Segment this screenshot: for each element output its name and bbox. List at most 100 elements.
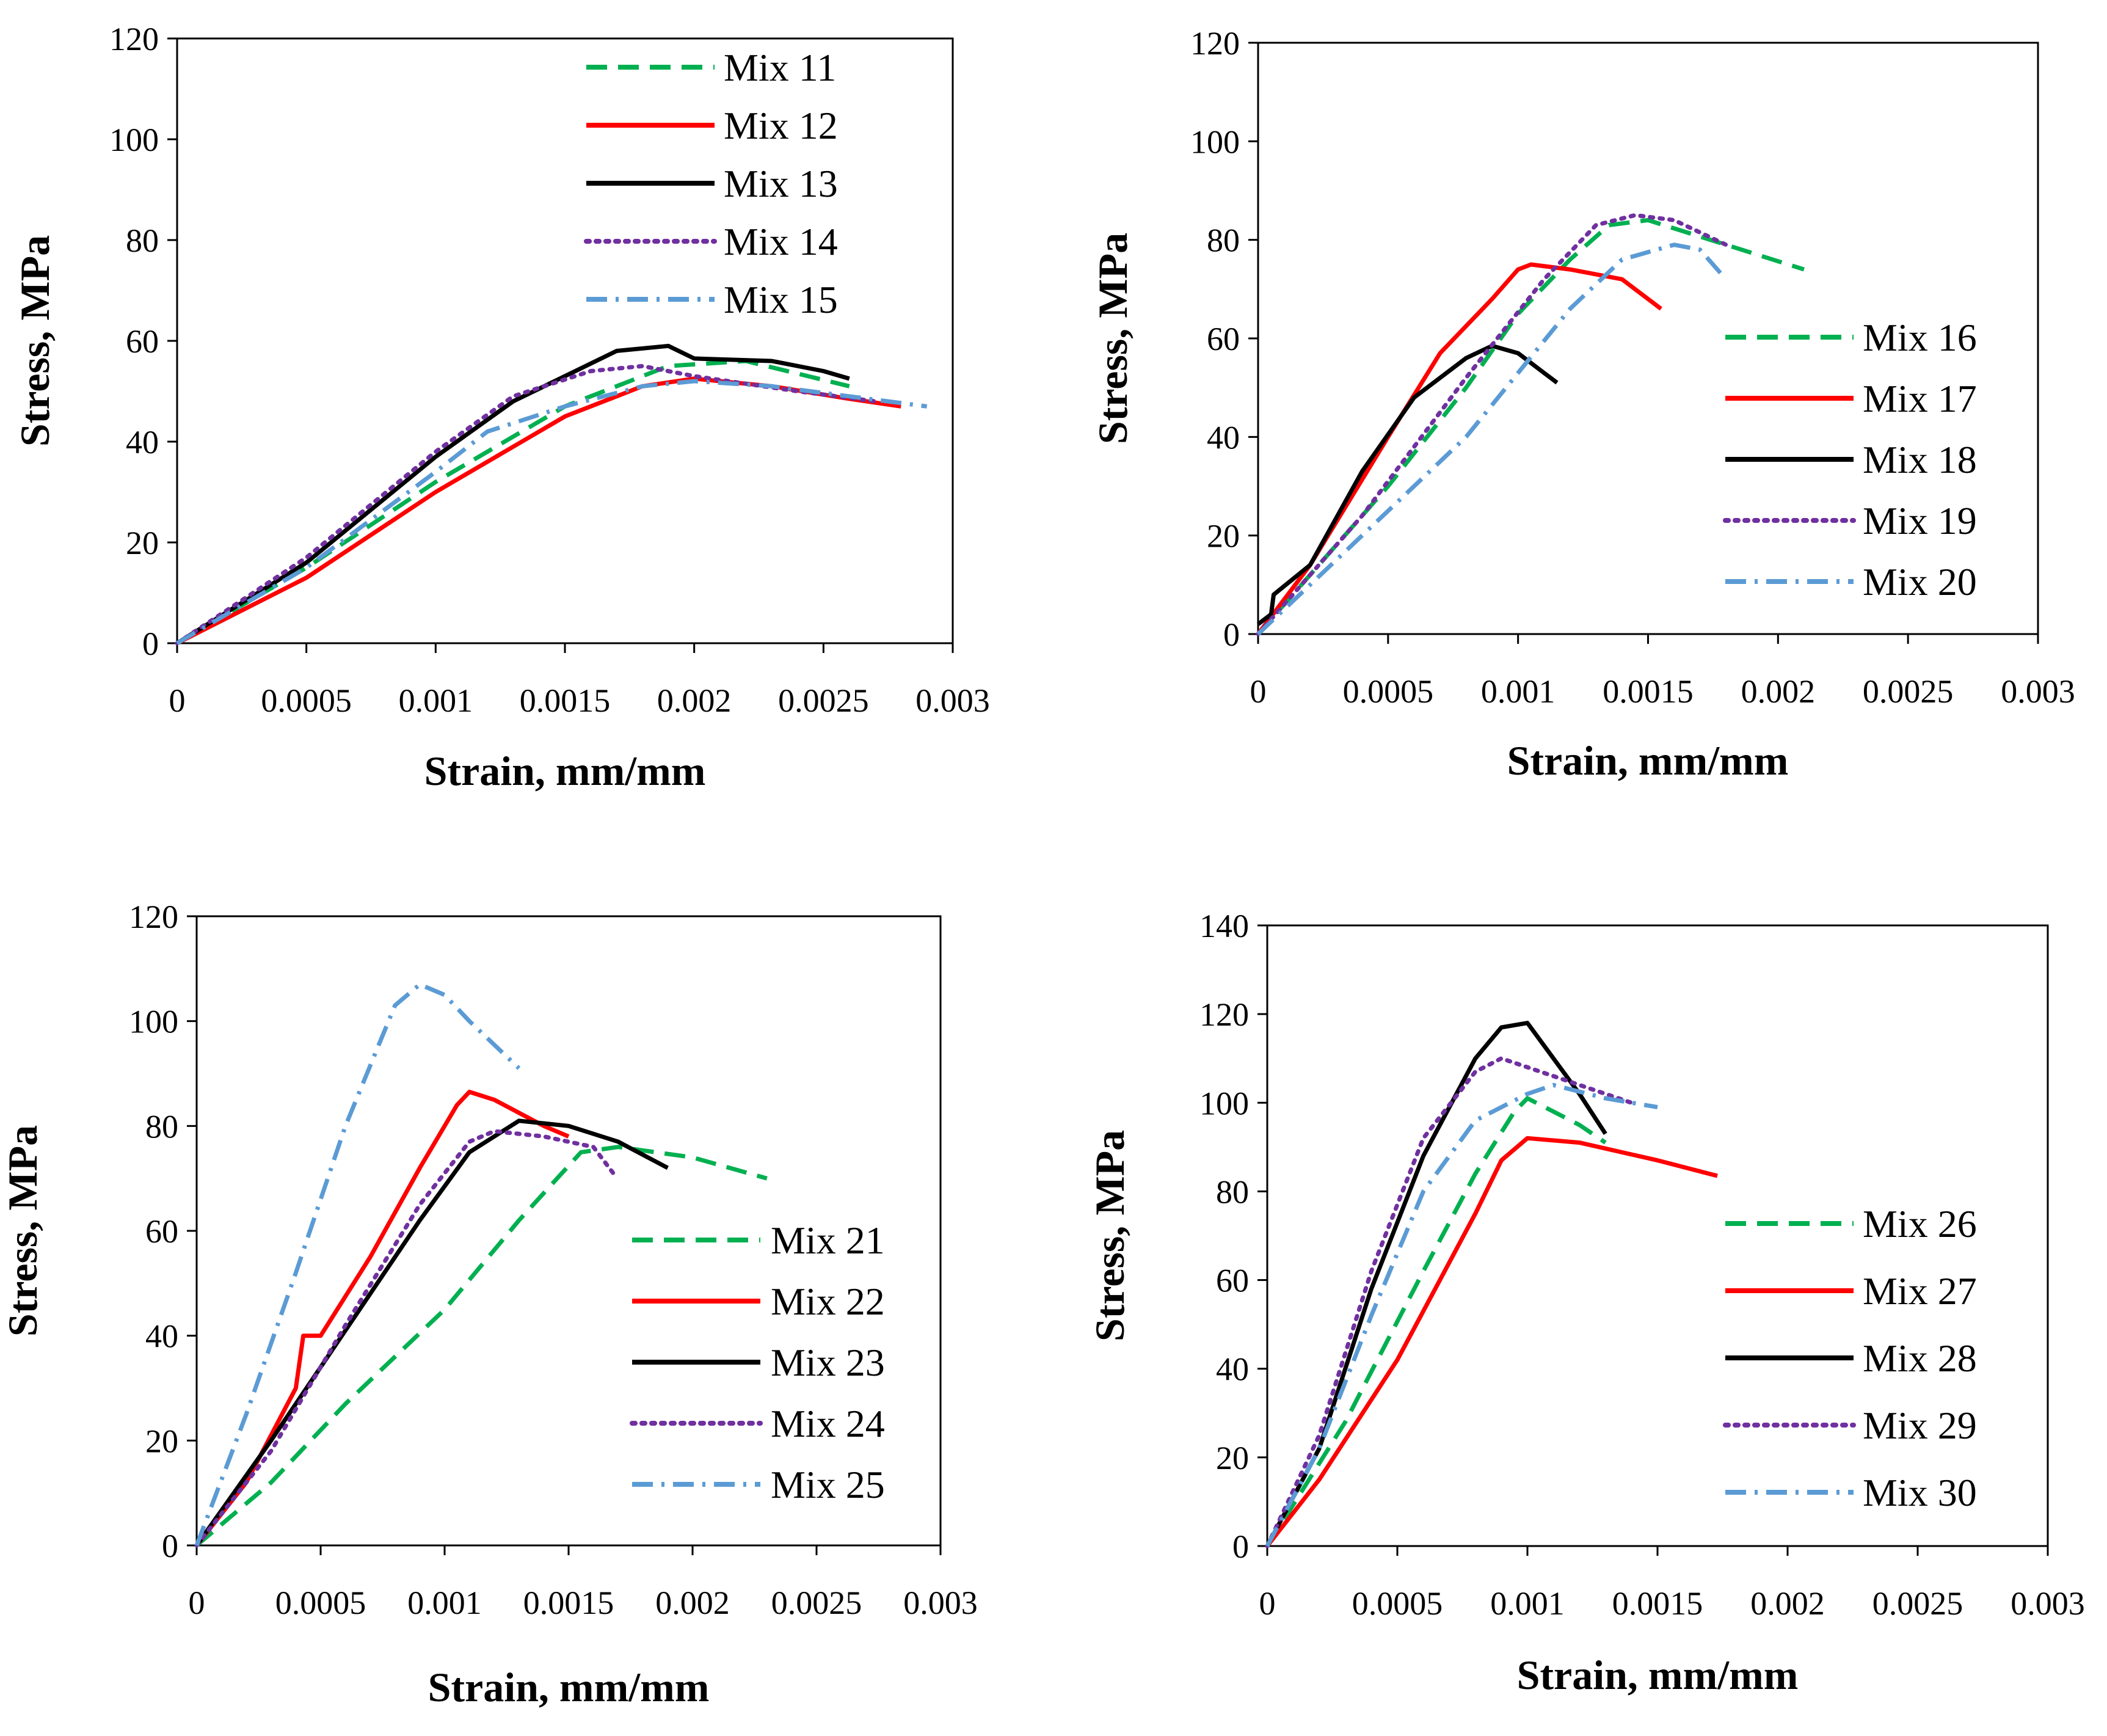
series-line-mix-20 — [1256, 243, 1728, 636]
y-tick-label: 120 — [109, 21, 159, 57]
y-tick-label: 140 — [1199, 908, 1249, 944]
x-tick-label: 0 — [1250, 673, 1267, 710]
x-tick-label: 0.0015 — [523, 1585, 614, 1621]
y-tick-label: 80 — [1216, 1173, 1249, 1210]
y-tick-label: 60 — [1207, 321, 1240, 357]
series-line-mix-12 — [176, 376, 901, 646]
x-tick-label: 0 — [1259, 1585, 1276, 1622]
legend-label: Mix 21 — [771, 1219, 885, 1262]
series-line-mix-13 — [176, 343, 850, 645]
x-tick-label: 0.0005 — [1343, 673, 1434, 710]
legend-label: Mix 20 — [1863, 560, 1977, 604]
x-tick-label: 0.003 — [2001, 673, 2075, 710]
y-axis-title: Stress, MPa — [1086, 1130, 1133, 1341]
y-tick-label: 120 — [1190, 25, 1240, 62]
x-tick-label: 0.003 — [903, 1585, 978, 1621]
y-tick-label: 100 — [1190, 123, 1240, 160]
y-tick-label: 0 — [1223, 616, 1240, 653]
x-tick-label: 0.002 — [1750, 1585, 1825, 1622]
y-tick-label: 40 — [1216, 1351, 1249, 1388]
legend-label: Mix 15 — [724, 278, 838, 321]
legend-label: Mix 19 — [1863, 499, 1977, 542]
y-tick-label: 120 — [1199, 996, 1249, 1033]
series-line-mix-16 — [1256, 217, 1805, 636]
x-tick-label: 0.002 — [657, 682, 732, 719]
series-line-mix-22 — [195, 1090, 570, 1547]
x-axis-title: Strain, mm/mm — [424, 748, 706, 794]
y-axis-title: Stress, MPa — [0, 1125, 46, 1337]
x-tick-label: 0.0005 — [1352, 1585, 1443, 1622]
legend-label: Mix 29 — [1863, 1404, 1977, 1447]
legend-label: Mix 13 — [724, 162, 838, 205]
y-tick-label: 0 — [142, 625, 159, 662]
legend-label: Mix 11 — [724, 46, 836, 89]
y-tick-label: 80 — [1207, 222, 1240, 259]
y-tick-label: 20 — [1207, 518, 1240, 555]
legend-label: Mix 17 — [1863, 377, 1977, 420]
y-axis-title: Stress, MPa — [1090, 233, 1136, 444]
series-line-mix-28 — [1265, 1021, 1607, 1547]
y-tick-label: 100 — [1199, 1085, 1249, 1121]
x-tick-label: 0.003 — [2011, 1585, 2085, 1622]
x-tick-label: 0.003 — [915, 682, 990, 719]
legend-label: Mix 14 — [724, 220, 838, 263]
y-tick-label: 100 — [109, 122, 159, 158]
series-line-mix-24 — [194, 1129, 616, 1548]
y-tick-label: 100 — [129, 1004, 178, 1040]
x-tick-label: 0.002 — [1741, 673, 1816, 710]
y-tick-label: 40 — [145, 1318, 178, 1355]
x-tick-label: 0.0015 — [1612, 1585, 1703, 1622]
y-tick-label: 0 — [1232, 1528, 1249, 1565]
legend-label: Mix 23 — [771, 1341, 885, 1384]
y-tick-label: 20 — [126, 525, 159, 561]
y-tick-label: 80 — [126, 222, 159, 259]
y-tick-label: 60 — [126, 323, 159, 360]
legend-label: Mix 24 — [771, 1402, 885, 1445]
y-tick-label: 120 — [129, 899, 178, 935]
x-tick-label: 0.0015 — [520, 682, 611, 719]
y-axis-title: Stress, MPa — [12, 235, 58, 447]
y-tick-label: 60 — [145, 1213, 178, 1250]
series-line-mix-27 — [1265, 1136, 1718, 1548]
x-axis-title: Strain, mm/mm — [1517, 1652, 1799, 1698]
x-axis-title: Strain, mm/mm — [1507, 737, 1789, 784]
series-line-mix-17 — [1256, 262, 1662, 636]
series-line-mix-30 — [1265, 1082, 1658, 1547]
series-line-mix-14 — [175, 363, 878, 646]
series-line-mix-15 — [176, 379, 928, 646]
legend-label: Mix 12 — [724, 104, 838, 147]
x-tick-label: 0.0025 — [778, 682, 869, 719]
legend-label: Mix 25 — [771, 1463, 885, 1506]
series-line-mix-29 — [1265, 1056, 1634, 1548]
y-tick-label: 40 — [1207, 419, 1240, 456]
y-tick-label: 40 — [126, 424, 159, 461]
y-tick-label: 20 — [1216, 1440, 1249, 1476]
y-tick-label: 20 — [145, 1423, 178, 1459]
series-line-mix-21 — [195, 1145, 768, 1547]
series-line-mix-19 — [1256, 213, 1728, 636]
x-axis-title: Strain, mm/mm — [428, 1664, 710, 1710]
chart-panel-mix-11-15: 0 20 40 60 80 100 120 0 0.0005 0.001 0.0015 0.002 0.… — [12, 21, 990, 794]
y-tick-label: 60 — [1216, 1263, 1249, 1299]
x-tick-label: 0.0015 — [1603, 673, 1694, 710]
legend-label: Mix 18 — [1863, 438, 1977, 481]
x-tick-label: 0.001 — [407, 1585, 482, 1621]
legend-label: Mix 30 — [1863, 1471, 1977, 1514]
x-tick-label: 0.0025 — [1863, 673, 1954, 710]
legend-label: Mix 16 — [1863, 316, 1977, 359]
legend-label: Mix 26 — [1863, 1202, 1977, 1245]
chart-panel-mix-21-25: 0 20 40 60 80 100 120 0 0.0005 0.001 0.0015 0.002 0.… — [0, 899, 978, 1710]
x-tick-label: 0.0025 — [771, 1585, 862, 1621]
y-tick-label: 80 — [145, 1108, 178, 1145]
series-line-mix-26 — [1265, 1096, 1607, 1547]
y-tick-label: 0 — [162, 1528, 178, 1564]
x-tick-label: 0.0005 — [261, 682, 352, 719]
legend-label: Mix 28 — [1863, 1337, 1977, 1380]
chart-panel-mix-16-20: 0 20 40 60 80 100 120 0 0.0005 0.001 0.0015 0.002 0.… — [1090, 25, 2075, 784]
chart-panel-mix-26-30: 0 20 40 60 80 100 120 140 0 0.0005 0.001 0.0015 0.00… — [1086, 908, 2085, 1698]
x-tick-label: 0.001 — [399, 682, 473, 719]
x-tick-label: 0.002 — [655, 1585, 730, 1621]
series-line-mix-25 — [194, 982, 521, 1547]
x-tick-label: 0 — [169, 682, 186, 719]
